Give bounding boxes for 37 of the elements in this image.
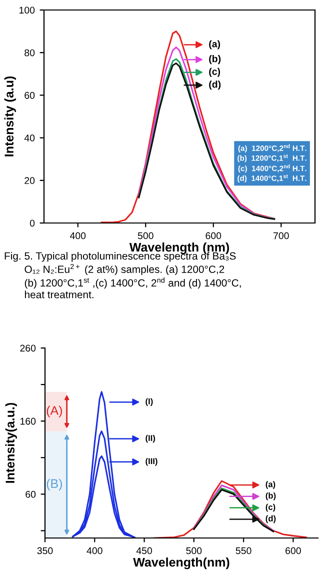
y-tick-label: 60 [26,490,36,498]
x-tick-label: 700 [274,232,289,240]
x-tick-label: 600 [206,232,222,240]
x-tick-label: 450 [136,547,152,554]
x-tick-label: 350 [37,547,53,554]
x-axis-title: Wavelength (nm) [129,242,229,254]
y-tick-label: 160 [20,418,36,425]
legend-label: (d) [209,80,221,90]
legend-label: (c) [266,504,276,512]
x-tick-label: 600 [286,547,301,554]
legend-label: (a) [209,40,220,50]
band-label: (B) [46,478,62,490]
x-axis-title: Wavelength(nm) [133,557,230,570]
y-tick-label: 0 [30,220,35,227]
y-tick-label: 20 [24,177,35,184]
y-tick-label: 260 [20,344,36,352]
legend-label: (c) [209,68,220,77]
legend-label: (a) [266,481,276,489]
x-tick-label: 500 [138,232,154,240]
legend-label: (d) [266,515,276,524]
x-tick-label: 500 [186,547,202,554]
legend-label: (II) [146,434,156,443]
band-label: (A) [46,406,62,418]
y-axis-title: Intensity(a.u.) [5,402,17,483]
legend-label: (b) [209,55,221,64]
text: Fig. 5. Typical photoluminescence spectra of Ba₃S O₁₂ N₂:Eu$^{2+}$ (2 at%) samples. (a) 1200°C,2 (b) 1200°C,1$^{st}$ ,(c) 1400°C, 2$^{nd}$ and (d) 1400°C, heat treatment. [4,252,241,298]
x-tick-label: 400 [86,547,102,554]
legend-label: (b) [266,492,276,500]
y-tick-label: 80 [24,49,35,56]
y-tick-label: 40 [24,134,35,142]
x-tick-label: 400 [70,232,86,240]
y-tick-label: 100 [19,6,35,14]
y-axis-title: Intensity (a.u) [4,76,16,156]
legend-label: (I) [146,398,153,406]
y-tick-label: 60 [24,92,35,99]
legend-label: (III) [146,458,158,466]
x-tick-label: 550 [236,547,252,554]
